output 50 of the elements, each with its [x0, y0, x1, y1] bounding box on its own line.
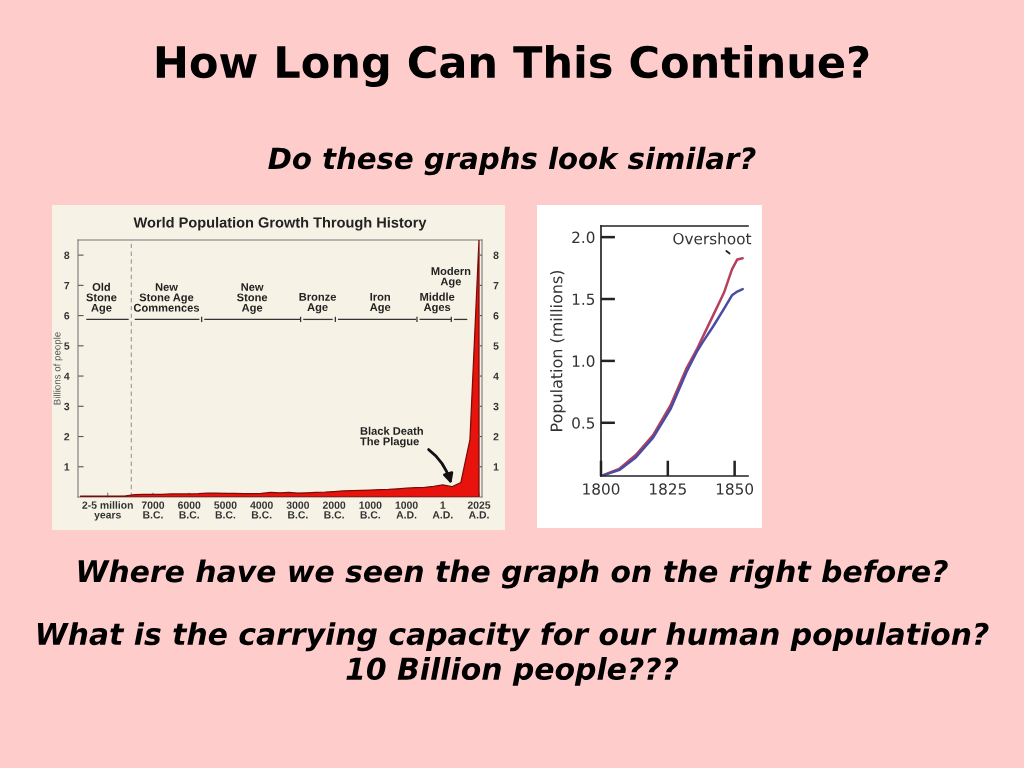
y2-tick-label: 8 [493, 251, 499, 259]
annotation: Middle Ages [420, 292, 455, 314]
y-tick-label: 8 [64, 251, 70, 259]
y2-tick-label: 4 [493, 372, 499, 380]
text: What is the carrying capacity for our human population? 10 Billion people??? [37, 622, 989, 686]
y-axis-title: Billions of people [53, 332, 63, 405]
x-tick-label: 4000 B.C. [250, 501, 273, 519]
annotation: Iron Age [369, 292, 391, 314]
x-tick-label: 1000 A.D. [395, 501, 418, 519]
x-tick-label: 7000 B.C. [141, 501, 165, 519]
y-tick-label: 5 [64, 342, 70, 350]
x-tick-label: 1850 [716, 483, 754, 495]
x-tick-label: 1825 [650, 483, 686, 495]
x-tick-label: 3000 B.C. [286, 501, 310, 519]
x-tick-label: 1 A.D. [432, 501, 453, 519]
y2-tick-label: 7 [493, 281, 499, 290]
y2-tick-label: 1 [493, 463, 499, 471]
y-tick-label: 3 [64, 402, 70, 411]
annotation: New Stone Age Commences [133, 283, 200, 312]
y-tick-label: 0.5 [572, 417, 595, 429]
chart-title: World Population Growth Through History [133, 216, 427, 231]
y-axis-title: Population (millions) [550, 270, 566, 431]
y-tick-label: 6 [64, 312, 70, 320]
y2-tick-label: 2 [493, 433, 499, 441]
y-tick-label: 2.0 [572, 231, 595, 244]
text: Where have we seen the graph on the right before? [78, 559, 948, 589]
x-tick-label: 6000 B.C. [178, 501, 201, 519]
x-tick-label: 2-5 million years [82, 501, 133, 521]
y2-tick-label: 5 [493, 342, 499, 350]
annotation: Black Death The Plague [360, 426, 423, 448]
annotation: New Stone Age [237, 283, 268, 314]
x-tick-label: 5000 B.C. [214, 501, 237, 519]
x-tick-label: 1800 [583, 483, 620, 495]
y-tick-label: 1 [64, 463, 70, 471]
y2-tick-label: 3 [493, 402, 499, 411]
annotation: Modern Age [431, 266, 471, 288]
y-tick-label: 2 [64, 433, 70, 441]
y2-tick-label: 6 [493, 312, 499, 320]
text: How Long Can This Continue? [156, 45, 869, 87]
y-tick-label: 4 [64, 372, 70, 380]
y-tick-label: 1.0 [572, 355, 595, 367]
x-tick-label: 2000 B.C. [322, 501, 346, 519]
annotation: Old Stone Age [86, 282, 117, 314]
annotation: Bronze Age [299, 292, 337, 314]
x-tick-label: 1000 B.C. [359, 501, 382, 519]
annotation: Overshoot [673, 232, 752, 245]
x-tick-label: 2025 A.D. [467, 501, 491, 519]
y-tick-label: 7 [64, 281, 70, 290]
y-tick-label: 1.5 [572, 293, 595, 306]
text: Do these graphs look similar? [268, 146, 756, 176]
